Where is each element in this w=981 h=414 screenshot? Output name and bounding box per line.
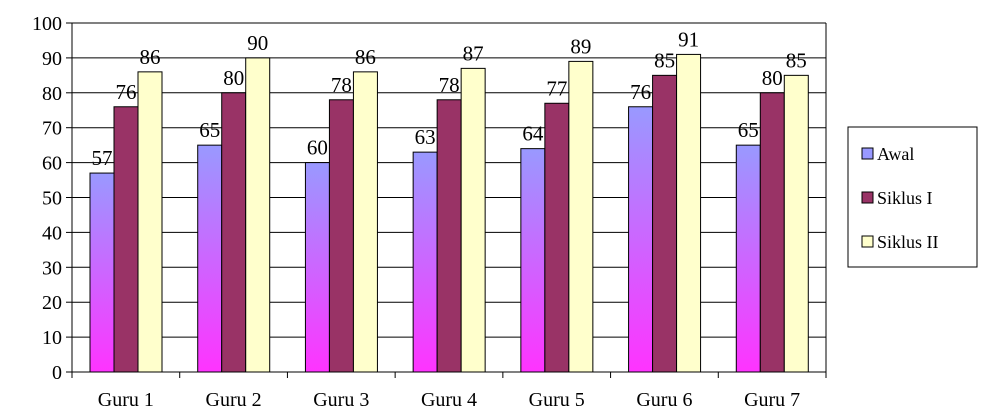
bar-siklus-2 — [568, 60, 594, 373]
data-label-siklus-2: 86 — [140, 45, 161, 69]
data-label-awal: 76 — [630, 80, 651, 104]
y-tick-label: 60 — [42, 153, 62, 175]
bar-siklus-1 — [759, 92, 785, 373]
bar-siklus-2 — [352, 71, 378, 373]
bar-siklus-2 — [245, 57, 271, 373]
x-category-label: Guru 5 — [529, 389, 585, 411]
bar-siklus-1 — [436, 99, 462, 373]
bar-siklus-2 — [783, 74, 809, 373]
bar-siklus-2 — [676, 53, 702, 373]
data-label-siklus-2: 90 — [247, 31, 268, 55]
data-label-awal: 57 — [92, 146, 113, 170]
bar-siklus-1 — [544, 102, 570, 373]
x-category-label: Guru 4 — [421, 389, 477, 411]
y-tick-label: 0 — [52, 362, 62, 384]
data-label-siklus-2: 91 — [678, 27, 699, 51]
bar-siklus-2 — [137, 71, 163, 373]
data-label-awal: 65 — [738, 118, 759, 142]
data-label-siklus-2: 86 — [355, 45, 376, 69]
bar-awal — [628, 106, 654, 373]
bar-siklus-1 — [113, 106, 139, 373]
bar-awal — [520, 148, 546, 373]
data-label-siklus-1: 80 — [223, 66, 244, 90]
data-label-awal: 60 — [307, 136, 328, 160]
legend-swatch-awal — [861, 147, 874, 160]
data-label-siklus-1: 77 — [546, 76, 567, 100]
data-label-siklus-1: 85 — [654, 48, 675, 72]
data-label-awal: 63 — [415, 125, 436, 149]
legend-label-siklus-2: Siklus II — [877, 232, 939, 252]
y-tick-label: 90 — [42, 48, 62, 70]
x-category-label: Guru 6 — [636, 389, 692, 411]
data-label-siklus-1: 76 — [116, 80, 137, 104]
data-label-awal: 64 — [522, 122, 544, 146]
bar-awal — [304, 162, 330, 373]
data-label-siklus-1: 78 — [439, 73, 460, 97]
bar-awal — [412, 151, 438, 373]
y-tick-label: 10 — [42, 327, 62, 349]
bar-siklus-1 — [221, 92, 247, 373]
y-tick-label: 20 — [42, 292, 62, 314]
bars — [89, 53, 809, 373]
x-category-label: Guru 1 — [98, 389, 154, 411]
bar-siklus-2 — [460, 67, 486, 373]
data-label-siklus-2: 89 — [570, 34, 591, 58]
legend-swatch-siklus-1 — [861, 191, 874, 204]
bar-awal — [735, 144, 761, 373]
data-labels: 5776866580906078866378876477897685916580… — [92, 27, 807, 170]
legend-label-awal: Awal — [877, 144, 914, 164]
x-category-label: Guru 3 — [313, 389, 369, 411]
data-label-siklus-2: 85 — [786, 48, 807, 72]
legend-label-siklus-1: Siklus I — [877, 188, 933, 208]
bar-awal — [89, 172, 115, 373]
y-tick-label: 80 — [42, 83, 62, 105]
y-tick-label: 30 — [42, 257, 62, 279]
data-label-awal: 65 — [199, 118, 220, 142]
legend: Awal Siklus I Siklus II — [847, 126, 978, 268]
legend-swatch-siklus-2 — [861, 235, 874, 248]
bar-siklus-1 — [328, 99, 354, 373]
y-tick-label: 100 — [32, 13, 62, 35]
data-label-siklus-1: 80 — [762, 66, 783, 90]
y-tick-label: 50 — [42, 188, 62, 210]
data-label-siklus-2: 87 — [463, 41, 484, 65]
data-label-siklus-1: 78 — [331, 73, 352, 97]
y-tick-label: 70 — [42, 118, 62, 140]
x-category-label: Guru 2 — [206, 389, 262, 411]
x-category-label: Guru 7 — [744, 389, 800, 411]
bar-awal — [197, 144, 223, 373]
y-tick-label: 40 — [42, 222, 62, 244]
bar-siklus-1 — [652, 74, 678, 373]
